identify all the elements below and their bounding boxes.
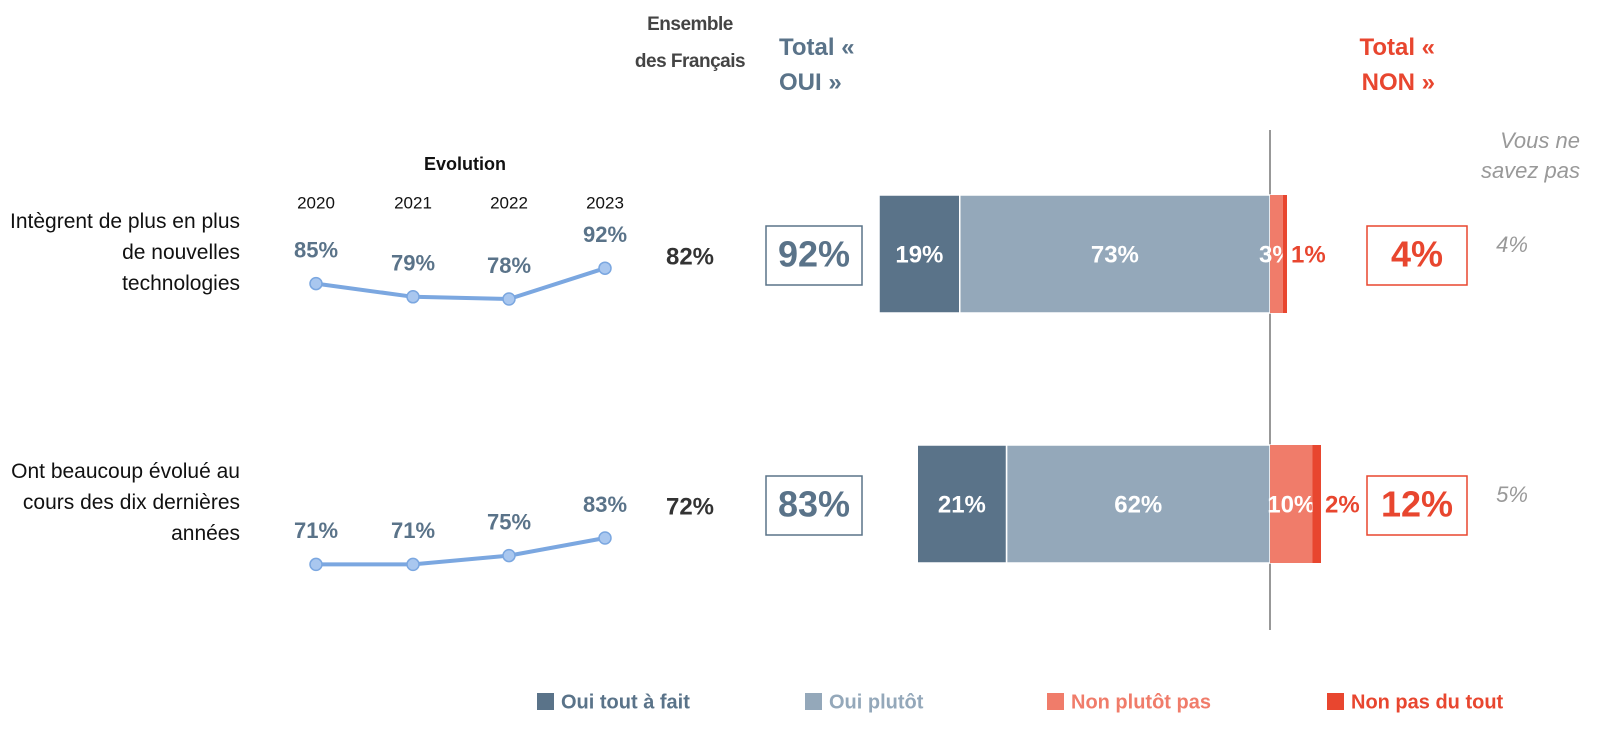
total-yes-value: 92% xyxy=(778,234,850,275)
ensemble-title: Ensemble des Français xyxy=(634,14,746,72)
evolution-point xyxy=(502,292,516,306)
bar xyxy=(1282,195,1287,313)
bar-label: 73% xyxy=(1091,241,1139,268)
dont-know-title: Vous ne savez pas xyxy=(1480,128,1580,183)
evolution-title: Evolution xyxy=(424,154,506,174)
dont-know-value: 4% xyxy=(1496,232,1528,257)
evolution-line xyxy=(316,536,606,567)
year-label: 2020 xyxy=(297,193,335,212)
category-label: Intègrent de plus en plus de nouvelles t… xyxy=(10,210,240,295)
evolution-point xyxy=(502,548,516,563)
evolution-label: 79% xyxy=(391,251,435,276)
legend-label: Non pas du tout xyxy=(1351,691,1504,713)
evolution-label: 71% xyxy=(294,518,338,543)
bar-label: 2% xyxy=(1325,491,1360,518)
evolution-label: 75% xyxy=(487,509,531,534)
evolution-label: 85% xyxy=(294,237,338,262)
legend-swatch xyxy=(805,693,822,710)
bar-label: 1% xyxy=(1291,241,1326,268)
bar xyxy=(1270,445,1313,563)
evolution-point xyxy=(406,290,420,304)
legend-label: Non plutôt pas xyxy=(1071,691,1211,713)
bar-label: 19% xyxy=(895,241,943,268)
bar xyxy=(916,444,1008,564)
evolution-point xyxy=(309,276,323,291)
evolution-label: 78% xyxy=(487,253,531,278)
evolution-label: 71% xyxy=(391,518,435,543)
legend-swatch xyxy=(1047,693,1064,710)
total-no-box xyxy=(1366,225,1468,286)
evolution-point xyxy=(309,557,323,572)
year-label: 2022 xyxy=(490,193,528,212)
bar xyxy=(1312,445,1321,563)
total-no-title: Total « NON » xyxy=(1359,34,1435,96)
evolution-point xyxy=(406,557,420,572)
ensemble-value: 82% xyxy=(666,243,714,270)
legend-swatch xyxy=(1327,693,1344,710)
legend-label: Oui plutôt xyxy=(829,691,924,713)
bar-label: 62% xyxy=(1114,491,1162,518)
category-label: Ont beaucoup évolué au cours des dix der… xyxy=(11,460,240,545)
year-label: 2021 xyxy=(394,193,432,212)
total-yes-box xyxy=(765,475,863,536)
total-yes-title: Total « OUI » xyxy=(779,34,855,96)
evolution-line xyxy=(315,266,606,302)
total-no-box xyxy=(1366,475,1468,536)
bar-label: 21% xyxy=(938,491,986,518)
evolution-point xyxy=(598,261,612,275)
bar xyxy=(959,194,1271,314)
bar xyxy=(878,194,961,314)
total-no-value: 12% xyxy=(1381,484,1453,525)
ensemble-value: 72% xyxy=(666,493,714,520)
evolution-label: 83% xyxy=(583,492,627,517)
evolution-label: 92% xyxy=(583,222,627,247)
legend-label: Oui tout à fait xyxy=(561,691,690,713)
year-label: 2023 xyxy=(586,193,624,212)
bar xyxy=(1270,195,1283,313)
bar-label: 3% xyxy=(1259,241,1294,268)
total-no-value: 4% xyxy=(1391,234,1443,275)
total-yes-value: 83% xyxy=(778,484,850,525)
evolution-point xyxy=(598,531,612,545)
total-yes-box xyxy=(765,225,863,286)
legend-swatch xyxy=(537,693,554,710)
dont-know-value: 5% xyxy=(1496,482,1528,507)
bar-label: 10% xyxy=(1267,491,1315,518)
bar xyxy=(1005,444,1271,564)
